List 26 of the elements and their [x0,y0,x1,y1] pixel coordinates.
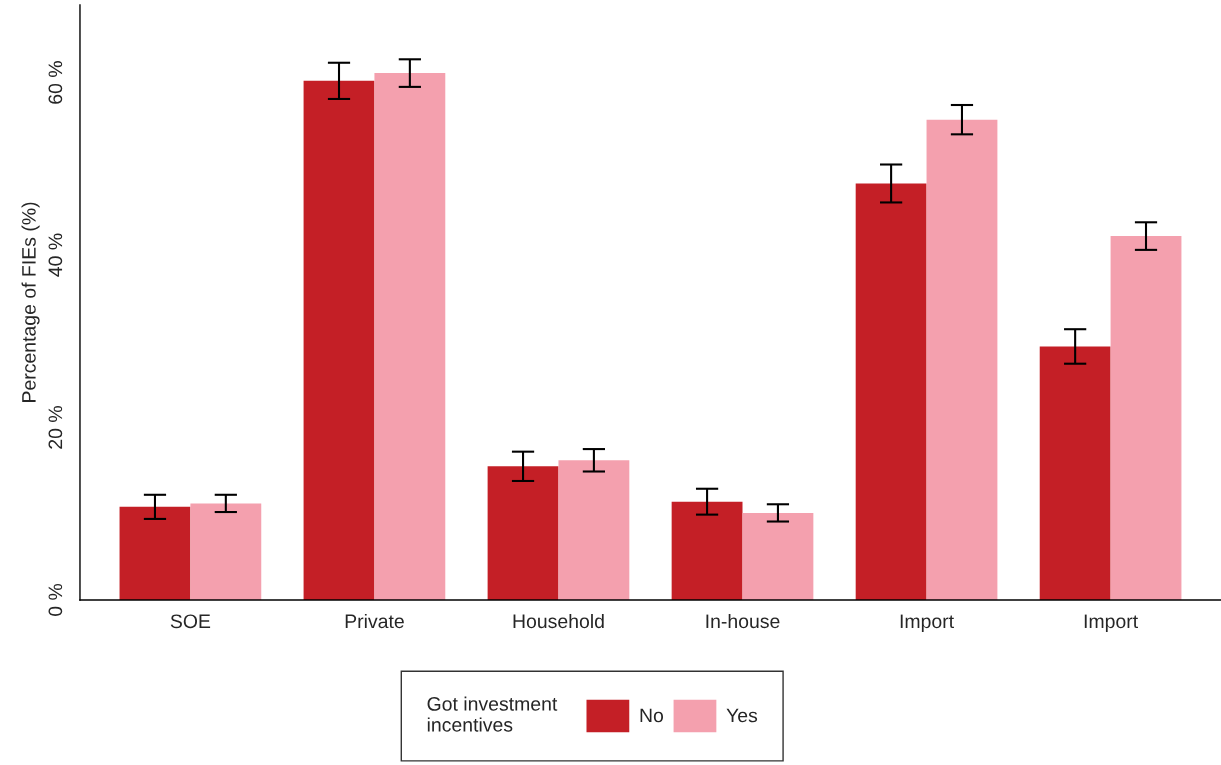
x-tick-label: SOE [170,614,211,629]
x-tick-label: Household [513,613,604,629]
y-tick-label: 0 % [48,583,63,616]
bar [558,460,630,600]
y-tick-label: 20 % [48,406,63,449]
bar [119,506,191,600]
bar [374,73,446,600]
x-tick-label: Import [900,614,954,632]
y-axis-title: Percentage of FIEs (%) [21,202,40,402]
y-tick-label: 40 % [48,233,63,277]
bar [671,501,743,600]
bar [1039,346,1111,600]
legend-label: Yes [726,708,758,723]
legend-label: No [640,708,664,723]
bar [926,119,998,600]
legend-title: Got investment incentives [427,696,558,732]
x-tick-label: Private [345,613,404,629]
bar [303,80,375,600]
bar [487,466,559,600]
bar [742,512,814,600]
x-tick-label: In-house [706,613,780,629]
bar [855,183,927,600]
y-tick-label: 60 % [48,61,63,104]
x-tick-label: Import [1084,614,1138,632]
bar [1110,236,1182,600]
bar [190,503,262,600]
